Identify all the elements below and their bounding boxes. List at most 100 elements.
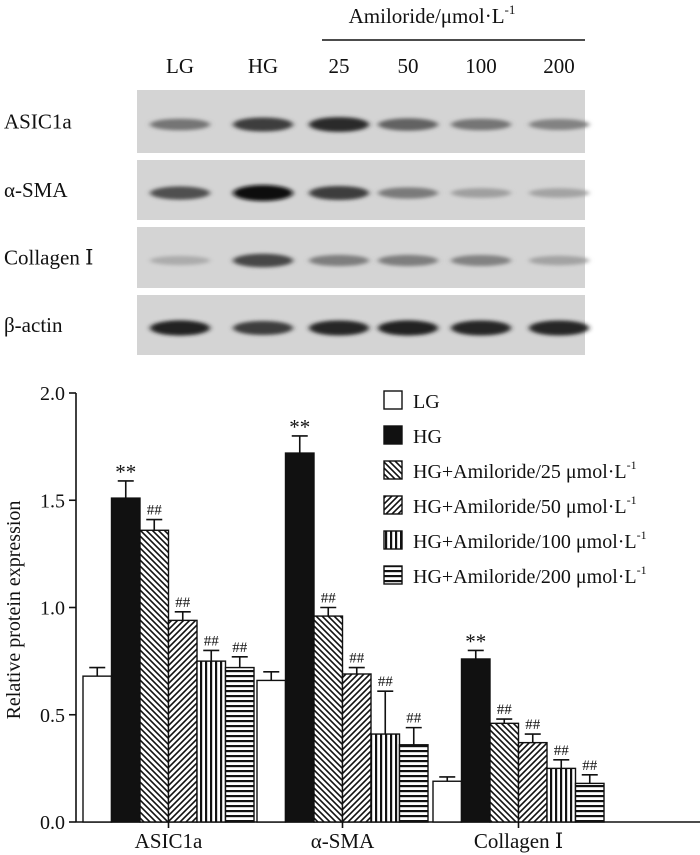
blot-band xyxy=(233,253,293,268)
legend-item: HG+Amiloride/100 μmol·L-1 xyxy=(383,528,647,553)
significance-mark: ## xyxy=(582,758,598,774)
blot-band xyxy=(451,320,511,336)
bar xyxy=(460,658,491,823)
lane-label: 100 xyxy=(465,54,497,78)
bar xyxy=(256,679,287,823)
blot-band xyxy=(529,118,589,131)
blot-band xyxy=(309,186,369,200)
legend-item: LG xyxy=(383,390,440,413)
significance-mark: ## xyxy=(378,674,394,690)
blot-group-header: Amiloride/μmol·L-1 xyxy=(349,2,516,28)
blot-row-label: β-actin xyxy=(4,313,63,337)
bar xyxy=(224,666,255,823)
bar xyxy=(284,452,315,823)
significance-mark: ** xyxy=(465,629,486,653)
blot-band xyxy=(378,254,438,267)
x-axis: ASIC1a α-SMA Collagen Ⅰ xyxy=(76,821,700,853)
bar xyxy=(398,744,429,823)
legend-label: LG xyxy=(413,391,440,413)
bars: ** ## ## ## ## ** ## ## ## ## ** ## ## ## ## xyxy=(82,415,605,823)
legend-item: HG+Amiloride/25 μmol·L-1 xyxy=(383,458,637,483)
significance-mark: ## xyxy=(321,591,337,607)
y-tick-label: 1.5 xyxy=(40,490,65,512)
blot-band xyxy=(378,118,438,131)
bar-group-item: ## xyxy=(489,702,520,823)
blot-row: β-actin xyxy=(4,295,589,355)
legend-item: HG xyxy=(383,425,442,448)
blot-row: ASIC1a xyxy=(4,90,589,153)
significance-mark: ## xyxy=(204,633,220,649)
blot-band xyxy=(451,254,511,267)
bar-chart: Relative protein expression 0.0 0.5 1.0 1.5… xyxy=(3,383,700,853)
bar-group-item: ## xyxy=(517,717,548,823)
bar xyxy=(196,660,227,823)
lane-label: HG xyxy=(248,54,278,78)
lane-label: 200 xyxy=(543,54,575,78)
lane-label: 25 xyxy=(329,54,350,78)
blot-row-label: α-SMA xyxy=(4,178,68,202)
bar-group-item: ## xyxy=(574,758,605,823)
blot-band xyxy=(529,320,589,336)
significance-mark: ## xyxy=(406,711,422,727)
blot-band xyxy=(378,187,438,199)
bar xyxy=(370,733,401,823)
bar xyxy=(489,722,520,823)
legend: LG HG HG+Amiloride/25 μmol·L-1 HG+Amiloride… xyxy=(383,390,647,588)
blot-band xyxy=(233,185,293,201)
blot-band xyxy=(233,117,293,132)
significance-mark: ** xyxy=(289,415,310,439)
bar-group-item xyxy=(82,666,113,823)
blot-band xyxy=(150,118,210,131)
y-axis-title: Relative protein expression xyxy=(3,501,25,720)
legend-label: HG+Amiloride/100 μmol·L-1 xyxy=(413,528,647,553)
x-category-label: ASIC1a xyxy=(135,829,203,853)
legend-label: HG+Amiloride/200 μmol·L-1 xyxy=(413,563,647,588)
y-tick-label: 0.5 xyxy=(40,705,65,727)
legend-item: HG+Amiloride/50 μmol·L-1 xyxy=(383,493,637,518)
significance-mark: ## xyxy=(525,717,541,733)
blot-band xyxy=(309,320,369,336)
x-category-label: Collagen Ⅰ xyxy=(474,829,563,853)
legend-swatch xyxy=(383,390,403,410)
bar xyxy=(110,497,141,823)
bar-group-item xyxy=(256,671,287,823)
blot-rows: ASIC1a α-SMA Collagen Ⅰ β-actin xyxy=(4,90,589,355)
y-tick-label: 2.0 xyxy=(40,383,65,405)
blot-row: Collagen Ⅰ xyxy=(4,227,589,288)
y-axis: 0.0 0.5 1.0 1.5 2.0 xyxy=(40,383,77,834)
bar xyxy=(139,529,170,823)
lane-labels: LG HG 25 50 100 200 xyxy=(166,54,575,78)
bar-group-item xyxy=(432,776,463,823)
legend-swatch xyxy=(383,460,403,480)
bar-group-item: ## xyxy=(341,651,372,823)
lane-label: 50 xyxy=(398,54,419,78)
y-tick-label: 1.0 xyxy=(40,598,65,620)
significance-mark: ** xyxy=(115,460,136,484)
bar-group-item: ## xyxy=(370,674,401,823)
blot-band xyxy=(150,255,210,266)
legend-swatch xyxy=(383,565,403,585)
blot-band xyxy=(309,117,369,132)
blot-band xyxy=(233,321,293,335)
bar xyxy=(82,675,113,823)
bar-group-item: ## xyxy=(398,711,429,823)
y-tick-label: 0.0 xyxy=(40,812,65,834)
significance-mark: ## xyxy=(175,595,191,611)
bar xyxy=(313,615,344,823)
bar-group-item: ** xyxy=(110,460,141,823)
legend-swatch xyxy=(383,530,403,550)
significance-mark: ## xyxy=(232,640,248,656)
significance-mark: ## xyxy=(497,702,513,718)
significance-mark: ## xyxy=(147,503,163,519)
blot-row-label: Collagen Ⅰ xyxy=(4,246,93,270)
blot-band xyxy=(451,188,511,198)
blot-band xyxy=(150,320,210,336)
bar-group-item: ## xyxy=(196,633,227,823)
blot-band xyxy=(150,186,210,200)
blot-row-label: ASIC1a xyxy=(4,110,72,134)
bar-group-item: ## xyxy=(224,640,255,823)
significance-mark: ## xyxy=(554,743,570,759)
x-category-label: α-SMA xyxy=(311,829,375,853)
bar-group-item: ## xyxy=(546,743,577,823)
bar-group-item: ## xyxy=(313,591,344,823)
